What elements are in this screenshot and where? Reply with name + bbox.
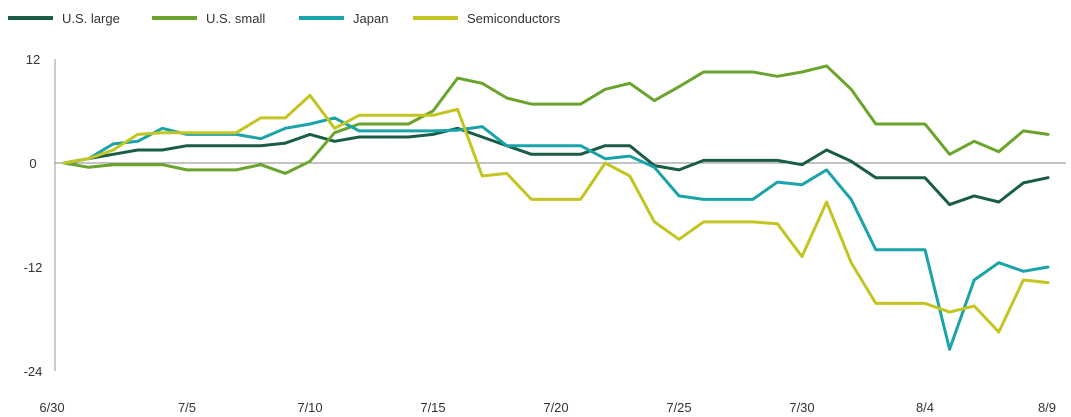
x-tick-label: 7/25 <box>666 400 691 415</box>
x-tick-label: 7/5 <box>178 400 196 415</box>
x-tick-label: 7/10 <box>297 400 322 415</box>
series-line-japan <box>62 116 1050 351</box>
x-tick-label: 7/15 <box>420 400 445 415</box>
legend-label: Semiconductors <box>467 11 561 26</box>
x-tick-label: 8/9 <box>1038 400 1056 415</box>
legend-label: U.S. small <box>206 11 265 26</box>
y-tick-label: 12 <box>26 52 40 67</box>
x-tick-label: 6/30 <box>39 400 64 415</box>
y-tick-label: -24 <box>24 364 43 379</box>
y-tick-label: -12 <box>24 260 43 275</box>
series-line-u-s-large <box>62 126 1050 207</box>
series-line-semiconductors <box>62 93 1050 334</box>
y-tick-label: 0 <box>29 156 36 171</box>
x-tick-label: 7/30 <box>789 400 814 415</box>
series-line-u-s-small <box>62 64 1050 175</box>
x-tick-label: 7/20 <box>543 400 568 415</box>
legend-label: Japan <box>353 11 388 26</box>
x-tick-label: 8/4 <box>916 400 934 415</box>
legend-label: U.S. large <box>62 11 120 26</box>
